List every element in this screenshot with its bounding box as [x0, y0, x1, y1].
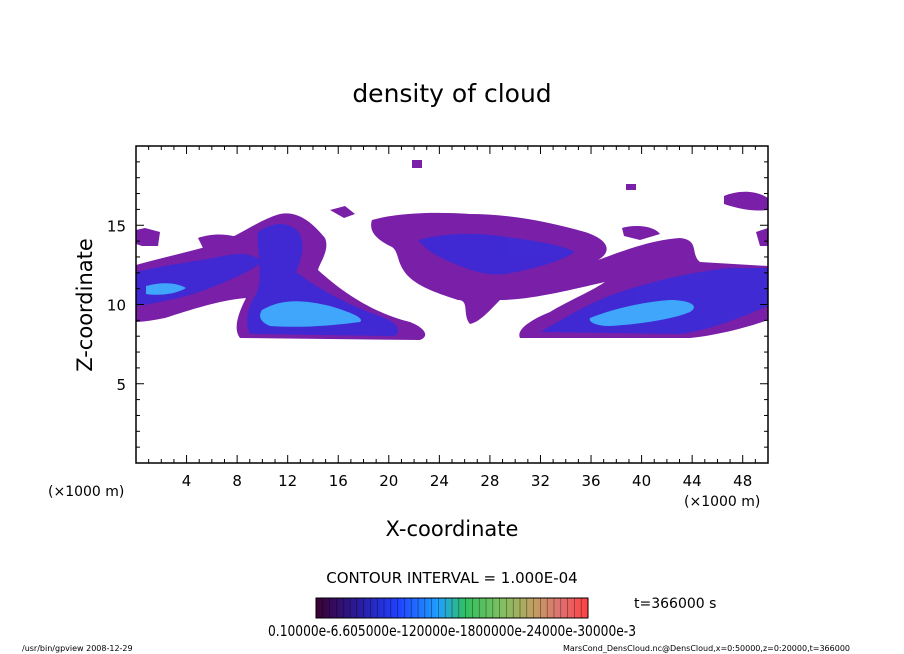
x-axis-label: X-coordinate	[386, 517, 519, 541]
footer-right: MarsCond_DensCloud.nc@DensCloud,x=0:5000…	[563, 644, 850, 653]
y-tick-label: 10	[107, 297, 126, 315]
y-axis-label: Z-coordinate	[73, 238, 97, 372]
x-tick-label: 24	[430, 472, 449, 490]
x-tick-label: 40	[632, 472, 651, 490]
x-tick-label: 16	[329, 472, 348, 490]
x-ticks: 4 8 12 16 20 24 28 32 36 40 44 48	[148, 146, 756, 490]
time-label: t=366000 s	[634, 596, 716, 612]
x-tick-label: 44	[683, 472, 702, 490]
x-tick-label: 32	[531, 472, 550, 490]
x-unit-right: (×1000 m)	[684, 494, 760, 510]
x-tick-label: 12	[278, 472, 297, 490]
plot-area	[136, 160, 768, 340]
chart-title: density of cloud	[352, 79, 551, 108]
footer-left: /usr/bin/gpview 2008-12-29	[22, 644, 133, 653]
y-ticks: 5 10 15	[107, 161, 768, 448]
y-tick-label: 5	[116, 376, 126, 394]
colorbar	[315, 597, 589, 619]
x-tick-label: 8	[232, 472, 242, 490]
cloud-field-high	[146, 283, 694, 327]
y-tick-label: 15	[107, 217, 126, 235]
x-tick-label: 4	[182, 472, 192, 490]
contour-interval-text: CONTOUR INTERVAL = 1.000E-04	[326, 569, 577, 587]
x-tick-label: 28	[480, 472, 499, 490]
x-tick-label: 20	[379, 472, 398, 490]
colorbar-labels: 0.10000e-6.605000e-120000e-1800000e-2400…	[268, 622, 636, 640]
x-unit-left: (×1000 m)	[48, 484, 124, 500]
x-tick-label: 36	[581, 472, 600, 490]
x-tick-label: 48	[733, 472, 752, 490]
